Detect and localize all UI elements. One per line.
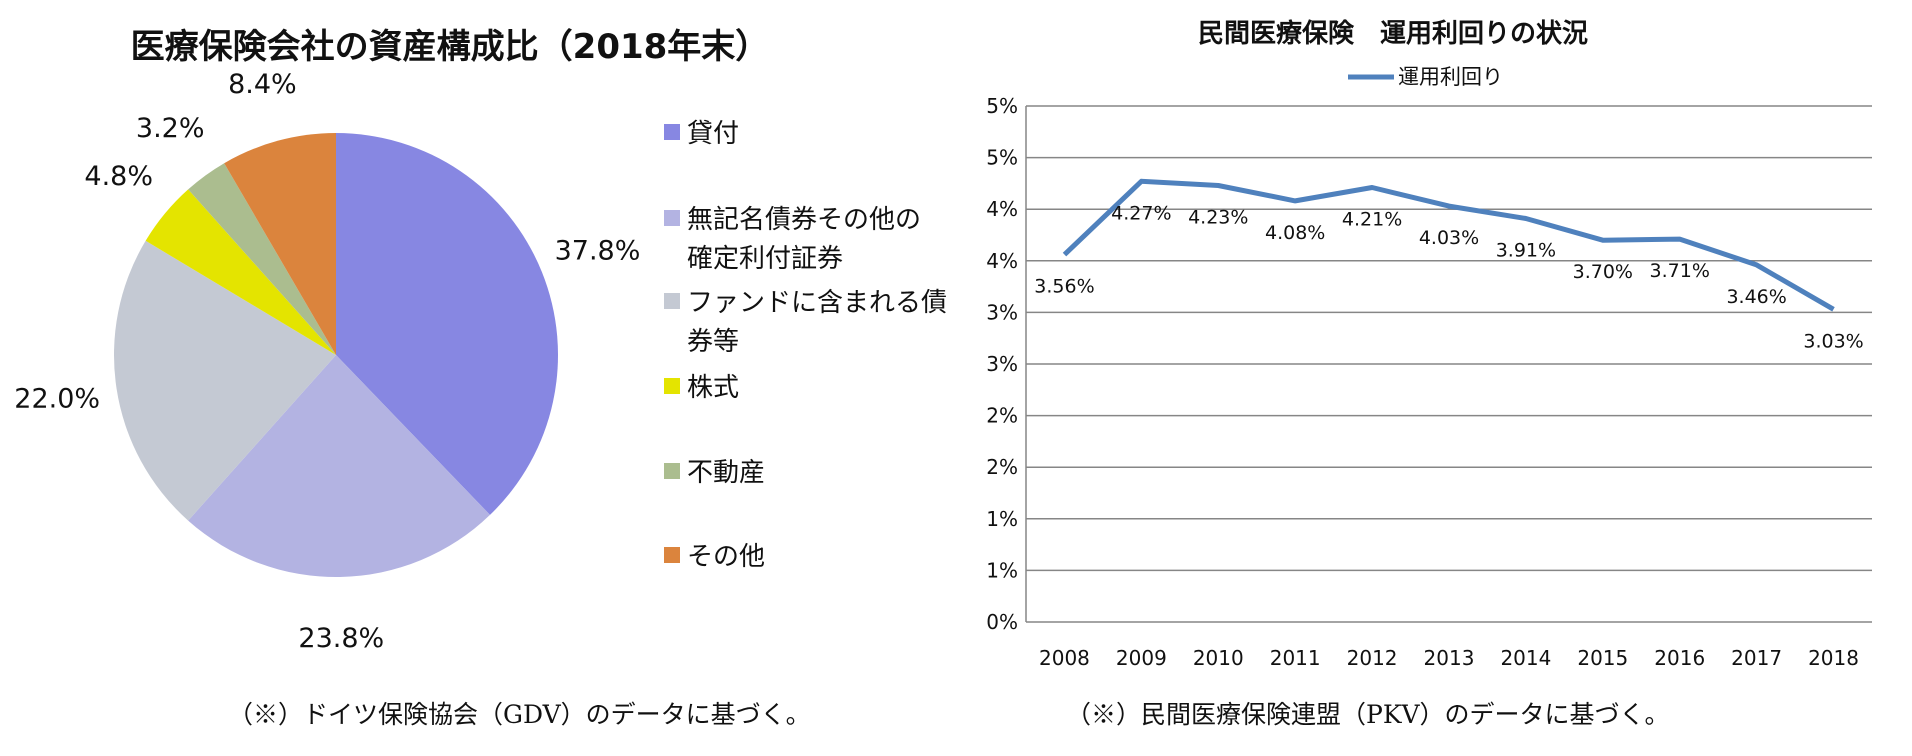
line-legend: 運用利回り	[1348, 65, 1503, 89]
legend-label: 券等	[687, 327, 739, 357]
x-tick-label: 2011	[1270, 646, 1321, 670]
x-axis-tick-labels: 2008 2009 2010 2011 2012 2013 2014 2015 2016 2017…	[1039, 646, 1859, 670]
legend-label: 不動産	[687, 458, 765, 488]
legend-label: 株式	[687, 373, 739, 403]
pie-slice	[224, 133, 336, 355]
y-tick-label: 4%	[986, 197, 1018, 221]
y-tick-label: 0%	[986, 610, 1018, 634]
x-tick-label: 2018	[1808, 646, 1859, 670]
x-tick-label: 2015	[1577, 646, 1628, 670]
data-label: 3.03%	[1803, 330, 1863, 352]
legend-label: 貸付	[687, 119, 739, 149]
pie-chart: 医療保険会社の資産構成比（2018年末） 37.8% 23.8% 22.0% 4.8%…	[14, 27, 947, 654]
pie-slice	[114, 240, 336, 521]
data-label: 3.91%	[1496, 239, 1556, 261]
line-grid	[1025, 105, 1872, 623]
pie-slice	[188, 163, 336, 355]
y-tick-label: 1%	[986, 558, 1018, 582]
x-tick-label: 2013	[1424, 646, 1475, 670]
pie-slice-label: 3.2%	[136, 113, 205, 144]
y-tick-label: 3%	[986, 352, 1018, 376]
pie-chart-title: 医療保険会社の資産構成比（2018年末）	[131, 27, 770, 67]
y-tick-label: 5%	[986, 94, 1018, 118]
y-tick-label: 3%	[986, 300, 1018, 324]
data-label: 4.23%	[1188, 206, 1248, 228]
x-tick-label: 2009	[1116, 646, 1167, 670]
line-series	[1062, 178, 1835, 312]
legend-label: 無記名債券その他の	[687, 205, 921, 235]
y-axis-tick-labels: 0% 1% 1% 2% 2% 3% 3% 4% 4% 5% 5%	[986, 94, 1018, 634]
pie-slice-label: 22.0%	[14, 383, 100, 414]
x-tick-label: 2012	[1347, 646, 1398, 670]
data-label: 3.46%	[1726, 286, 1786, 308]
data-label: 4.03%	[1419, 227, 1479, 249]
legend-swatch	[664, 124, 680, 140]
data-label: 4.21%	[1342, 209, 1402, 231]
legend-label: ファンドに含まれる債	[687, 288, 947, 318]
y-tick-label: 5%	[986, 146, 1018, 170]
pie-slice-label: 4.8%	[84, 161, 153, 192]
line-chart-title: 民間医療保険 運用利回りの状況	[1198, 18, 1588, 49]
pie-labels: 37.8% 23.8% 22.0% 4.8% 3.2% 8.4%	[14, 69, 640, 654]
x-tick-label: 2017	[1731, 646, 1782, 670]
pie-slice	[336, 133, 559, 515]
y-tick-label: 2%	[986, 455, 1018, 479]
legend-label: その他	[687, 542, 765, 572]
data-label: 3.56%	[1034, 276, 1094, 298]
line-chart: 民間医療保険 運用利回りの状況 運用利回り 0% 1% 1% 2% 2% 3% 3% 4% 4%…	[986, 18, 1872, 670]
legend-label: 確定利付証券	[687, 244, 843, 274]
data-label: 4.27%	[1111, 202, 1171, 224]
note-left: （※）ドイツ保険協会（GDV）のデータに基づく。	[228, 700, 811, 729]
pie-slice-label: 37.8%	[555, 236, 641, 267]
legend-swatch	[664, 547, 680, 563]
legend-swatch	[664, 293, 680, 309]
y-tick-label: 4%	[986, 249, 1018, 273]
pie-slice-label: 8.4%	[228, 69, 297, 100]
data-label: 4.08%	[1265, 222, 1325, 244]
pie-slice-label: 23.8%	[298, 623, 384, 654]
legend-label-yield: 運用利回り	[1398, 65, 1503, 89]
x-tick-label: 2010	[1193, 646, 1244, 670]
note-right: （※）民間医療保険連盟（PKV）のデータに基づく。	[1066, 700, 1670, 729]
legend-swatch	[664, 210, 680, 226]
pie-slice	[188, 355, 490, 577]
line-data-labels: 3.56% 4.27% 4.23% 4.08% 4.21% 4.03% 3.91% 3.70%…	[1034, 202, 1863, 352]
x-tick-label: 2014	[1500, 646, 1551, 670]
data-label: 3.71%	[1650, 260, 1710, 282]
legend-swatch	[664, 378, 680, 394]
pie-slice	[145, 189, 336, 355]
y-tick-label: 2%	[986, 404, 1018, 428]
y-tick-label: 1%	[986, 507, 1018, 531]
data-label: 3.70%	[1573, 261, 1633, 283]
legend-swatch	[664, 463, 680, 479]
x-tick-label: 2016	[1654, 646, 1705, 670]
pie-slices	[114, 133, 559, 577]
x-tick-label: 2008	[1039, 646, 1090, 670]
series-line-yield	[1062, 178, 1835, 312]
